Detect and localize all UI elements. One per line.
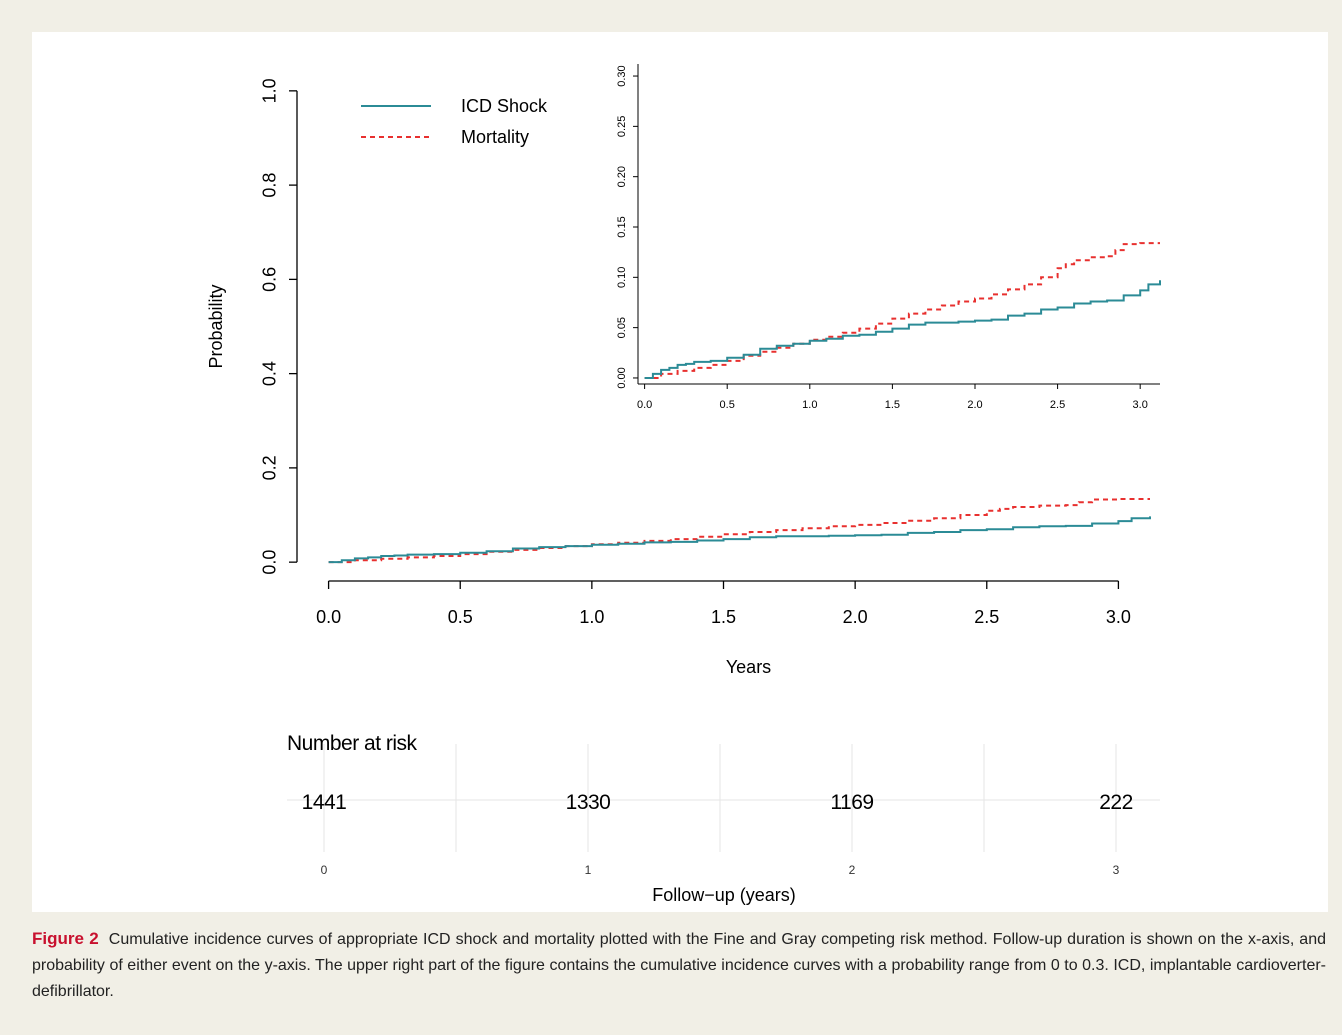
risk-time-label: 1 bbox=[585, 863, 592, 877]
inset-y-tick-label: 0.00 bbox=[616, 367, 628, 388]
y-tick-label: 1.0 bbox=[260, 78, 280, 103]
figure-panel: 0.0 0.5 1.0 1.5 2.0 2.5 3.0 0.0 0.2 0.4 0.6 0.8 1.0 Y… bbox=[32, 32, 1328, 912]
y-axis-title: Probability bbox=[206, 284, 226, 368]
y-tick-label: 0.6 bbox=[260, 267, 280, 292]
caption-label: Figure 2 bbox=[32, 929, 99, 948]
x-tick-label: 3.0 bbox=[1106, 607, 1131, 627]
legend-icd-shock-label: ICD Shock bbox=[461, 96, 548, 116]
y-tick-label: 0.2 bbox=[260, 455, 280, 480]
y-tick-label: 0.0 bbox=[260, 550, 280, 575]
figure-svg: 0.0 0.5 1.0 1.5 2.0 2.5 3.0 0.0 0.2 0.4 0.6 0.8 1.0 Y… bbox=[206, 64, 1161, 905]
legend: ICD Shock Mortality bbox=[361, 96, 548, 147]
icd-shock-series-line bbox=[328, 516, 1151, 564]
x-tick-label: 0.5 bbox=[448, 607, 473, 627]
risk-time-label: 2 bbox=[849, 863, 856, 877]
x-axis-title: Years bbox=[726, 657, 771, 677]
inset-y-tick-label: 0.20 bbox=[616, 166, 628, 187]
risk-time-label: 3 bbox=[1113, 863, 1120, 877]
caption-text: Cumulative incidence curves of appropria… bbox=[32, 931, 1326, 1000]
x-tick-label: 2.0 bbox=[843, 607, 868, 627]
inset-x-tick-label: 3.0 bbox=[1133, 399, 1148, 411]
inset-y-tick-label: 0.30 bbox=[616, 65, 628, 86]
risk-count-value: 222 bbox=[1099, 791, 1133, 814]
inset-x-tick-label: 2.0 bbox=[967, 399, 982, 411]
risk-count-value: 1169 bbox=[830, 791, 873, 814]
inset-y-tick-label: 0.15 bbox=[616, 216, 628, 237]
inset-x-tick-label: 1.0 bbox=[802, 399, 817, 411]
main-plot: 0.0 0.5 1.0 1.5 2.0 2.5 3.0 0.0 0.2 0.4 0.6 0.8 1.0 Y… bbox=[206, 78, 1151, 677]
inset-x-tick-label: 0.5 bbox=[720, 399, 735, 411]
risk-count-value: 1330 bbox=[566, 791, 611, 814]
x-tick-label: 1.5 bbox=[711, 607, 736, 627]
x-tick-label: 1.0 bbox=[579, 607, 604, 627]
x-tick-label: 2.5 bbox=[974, 607, 999, 627]
risk-table-title: Number at risk bbox=[287, 732, 418, 755]
legend-mortality-label: Mortality bbox=[461, 127, 529, 147]
inset-y-tick-label: 0.25 bbox=[616, 116, 628, 137]
inset-y-tick-label: 0.05 bbox=[616, 317, 628, 338]
figure-caption: Figure 2 Cumulative incidence curves of … bbox=[32, 926, 1326, 1005]
inset-x-tick-label: 2.5 bbox=[1050, 399, 1065, 411]
risk-count-value: 1441 bbox=[302, 791, 347, 814]
y-tick-label: 0.8 bbox=[260, 173, 280, 198]
x-tick-label: 0.0 bbox=[316, 607, 341, 627]
inset-y-tick-label: 0.10 bbox=[616, 267, 628, 288]
inset-x-tick-label: 1.5 bbox=[885, 399, 900, 411]
y-tick-label: 0.4 bbox=[260, 361, 280, 386]
mortality-series-line bbox=[328, 498, 1150, 564]
risk-time-label: 0 bbox=[321, 863, 328, 877]
risk-table-xlabel: Follow−up (years) bbox=[652, 885, 796, 905]
inset-x-tick-label: 0.0 bbox=[637, 399, 652, 411]
risk-table: Number at risk 1441 1330 1169 222 0 1 2 3 Follow−… bbox=[287, 732, 1160, 905]
inset-mortality-series-line bbox=[644, 242, 1160, 379]
inset-icd-shock-series-line bbox=[644, 280, 1161, 379]
inset-plot: 0.0 0.5 1.0 1.5 2.0 2.5 3.0 0.00 0.05 0.10 0.15 0.2… bbox=[616, 64, 1161, 411]
